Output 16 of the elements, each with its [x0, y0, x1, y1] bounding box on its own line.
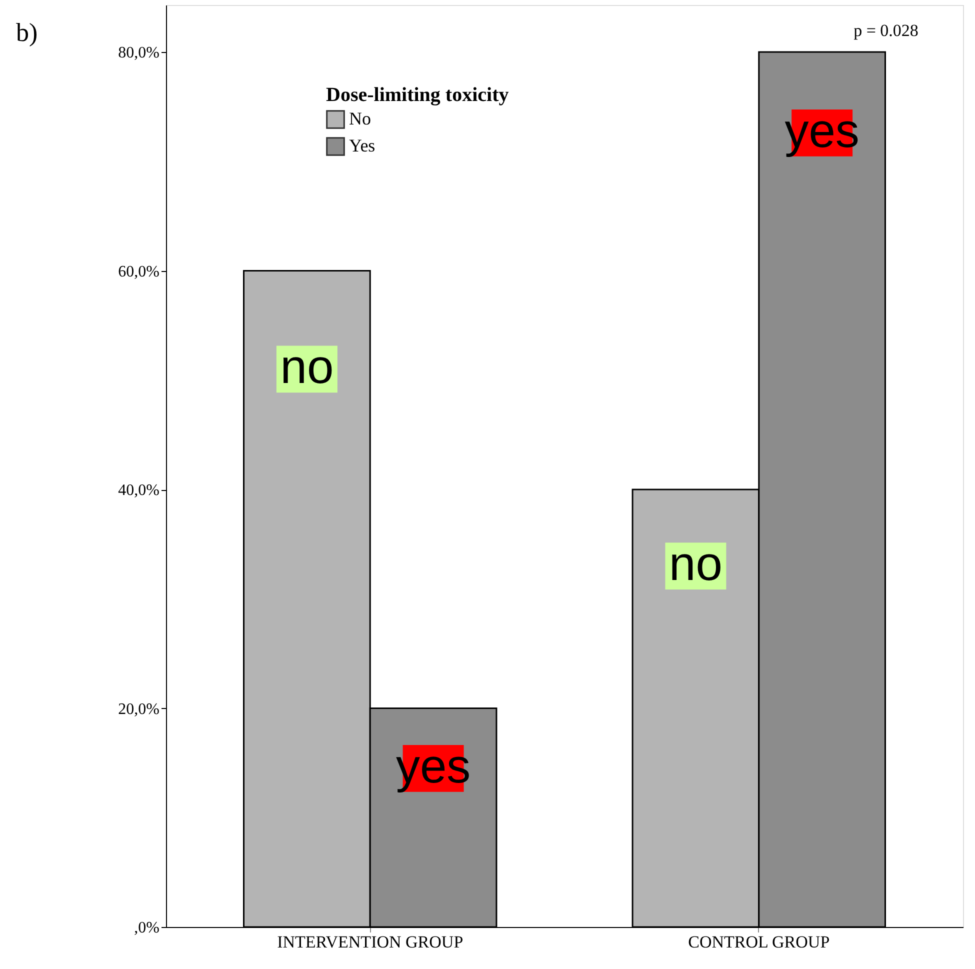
y-tick-label: 20,0% — [118, 700, 160, 718]
annotation: yes — [396, 740, 471, 794]
text: b) — [16, 18, 38, 47]
annotation: yes — [784, 104, 860, 158]
x-tick-label: CONTROL GROUP — [688, 932, 830, 952]
y-tick-label: 80,0% — [118, 44, 160, 62]
legend-title: Dose-limiting toxicity — [326, 84, 509, 106]
annotation: no — [669, 538, 722, 592]
x-tick-label: INTERVENTION GROUP — [277, 932, 464, 952]
legend-label: No — [349, 108, 371, 128]
legend-label: Yes — [349, 136, 376, 156]
y-tick-label: 60,0% — [118, 263, 160, 280]
annotation: no — [280, 341, 334, 394]
y-tick-label: ,0% — [134, 920, 160, 936]
y-tick-label: 40,0% — [118, 482, 160, 500]
annotation: p = 0.028 — [854, 21, 918, 40]
